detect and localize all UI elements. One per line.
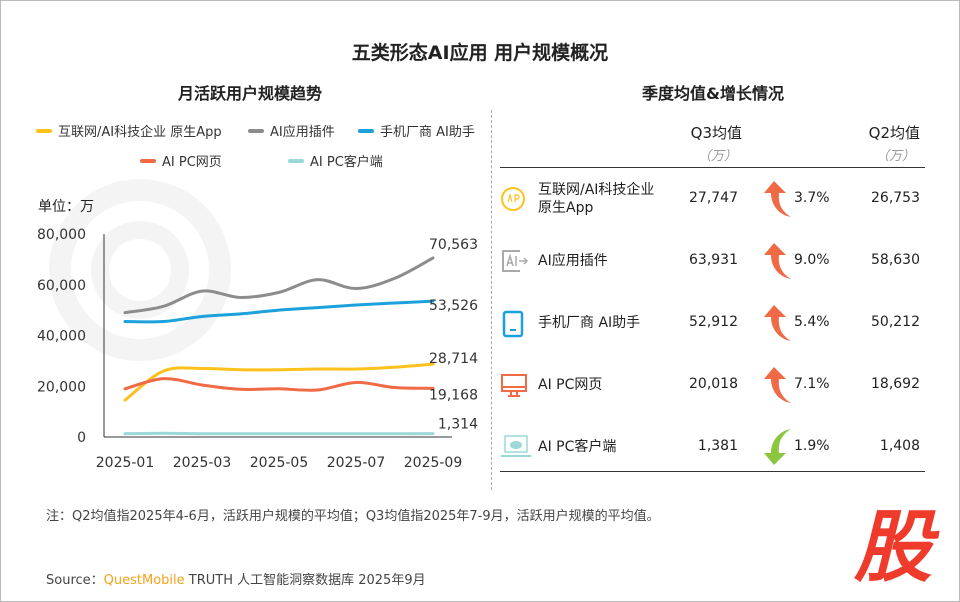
q2-value: 50,212: [871, 314, 920, 330]
x-tick-label: 2025-09: [404, 455, 463, 471]
q3-value: 20,018: [689, 376, 738, 392]
x-tick-label: 2025-01: [96, 455, 155, 471]
logo: 股: [853, 503, 932, 593]
page-title: 五类形态AI应用 用户规模概况: [351, 42, 609, 64]
legend-item: AI应用插件: [248, 121, 335, 140]
q2-value: 18,692: [871, 376, 920, 392]
data-label: 28,714: [429, 351, 478, 367]
q3-header: Q3均值: [690, 124, 742, 142]
legend-item: AI PC客户端: [288, 151, 383, 170]
line-chart: 0 20,000 40,000 60,000 80,000 2025-01 2025-03 2…: [37, 227, 478, 471]
row-label: AI PC客户端: [538, 439, 617, 455]
unit-label: 单位：万: [38, 199, 94, 215]
x-tick-label: 2025-05: [250, 455, 309, 471]
q3-value: 52,912: [689, 314, 738, 330]
q3-value: 63,931: [689, 252, 738, 268]
phone-icon: [500, 310, 526, 342]
right-title: 季度均值&增长情况: [642, 84, 784, 103]
data-label: 19,168: [429, 387, 478, 403]
series-line: [123, 377, 435, 392]
source: Source：QuestMobile TRUTH 人工智能洞察数据库 2025年…: [46, 573, 426, 588]
growth-rate: 7.1%: [794, 376, 830, 392]
ai-plugin-icon: [500, 248, 530, 278]
q3-value: 27,747: [689, 190, 738, 206]
q2-header: Q2均值: [868, 124, 920, 142]
y-tick-label: 80,000: [37, 227, 86, 243]
series-line: [123, 299, 435, 324]
series-line: [123, 362, 435, 402]
row-label: 互联网/AI科技企业 原生App: [538, 182, 655, 216]
data-label: 1,314: [438, 417, 478, 433]
arrow-down-icon: [760, 427, 794, 471]
row-label: 手机厂商 AI助手: [538, 315, 641, 331]
arrow-up-icon: [760, 365, 794, 409]
q2-value: 1,408: [879, 438, 920, 454]
arrow-up-icon: [760, 241, 794, 285]
growth-rate: 5.4%: [794, 314, 830, 330]
data-label: 70,563: [429, 237, 478, 253]
legend-item: AI PC网页: [140, 151, 222, 170]
y-tick-label: 40,000: [37, 329, 86, 345]
laptop-cloud-icon: [500, 434, 532, 464]
y-tick-label: 60,000: [37, 278, 86, 294]
left-title: 月活跃用户规模趋势: [178, 84, 323, 103]
arrow-up-icon: [760, 303, 794, 347]
q3-unit: （万）: [698, 149, 738, 164]
growth-rate: 3.7%: [794, 190, 830, 206]
y-tick-label: 0: [77, 430, 86, 446]
app-icon: [500, 186, 526, 216]
q2-value: 58,630: [871, 252, 920, 268]
q2-value: 26,753: [871, 190, 920, 206]
growth-rate: 9.0%: [794, 252, 830, 268]
monitor-icon: [500, 372, 528, 404]
table-top-rule: [500, 167, 925, 168]
y-tick-label: 20,000: [37, 379, 86, 395]
divider: [491, 110, 492, 490]
row-label: AI应用插件: [538, 253, 608, 269]
arrow-up-icon: [760, 179, 794, 223]
legend-item: 互联网/AI科技企业 原生App: [36, 121, 222, 140]
x-tick-label: 2025-07: [327, 455, 386, 471]
data-label: 53,526: [429, 298, 478, 314]
series-line: [123, 256, 435, 315]
series-line: [123, 431, 435, 436]
growth-rate: 1.9%: [794, 438, 830, 454]
q3-value: 1,381: [697, 438, 738, 454]
footnote: 注：Q2均值指2025年4-6月，活跃用户规模的平均值；Q3均值指2025年7-…: [46, 509, 660, 524]
table-bottom-rule: [500, 471, 925, 472]
q2-unit: （万）: [876, 149, 916, 164]
x-tick-label: 2025-03: [173, 455, 232, 471]
row-label: AI PC网页: [538, 377, 603, 393]
legend-item: 手机厂商 AI助手: [358, 121, 475, 140]
